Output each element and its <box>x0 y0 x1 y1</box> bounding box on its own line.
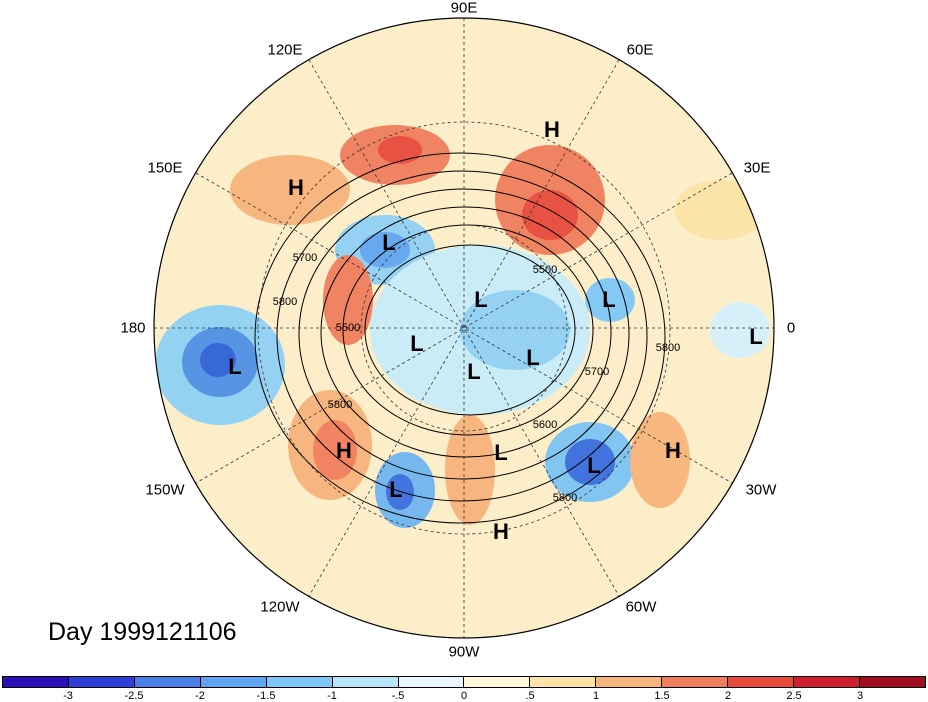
lon-label-180: 180 <box>120 319 146 337</box>
colorbar-segment <box>596 677 663 687</box>
colorbar-segment <box>68 677 135 687</box>
colorbar-tick-label: .5 <box>525 690 535 702</box>
pressure-center: L <box>526 345 540 370</box>
pressure-center: L <box>410 331 424 356</box>
map-boundary <box>153 17 775 639</box>
pressure-center: H <box>665 438 681 463</box>
colorbar-tick-label: -2.5 <box>124 690 144 702</box>
lon-label-0: 0 <box>786 319 796 337</box>
colorbar-segment <box>728 677 795 687</box>
anomaly-shading <box>155 125 770 528</box>
pressure-center: L <box>382 230 396 255</box>
colorbar-segment <box>266 677 333 687</box>
pressure-center: L <box>228 354 242 379</box>
pressure-center: H <box>336 438 352 463</box>
graticule <box>154 18 774 638</box>
lon-label-90e: 90E <box>450 0 478 17</box>
colorbar-segment <box>530 677 597 687</box>
colorbar-tick-label: -2 <box>195 690 205 702</box>
lon-label-30e: 30E <box>743 159 771 177</box>
colorbar-segment <box>134 677 201 687</box>
colorbar-segment <box>464 677 531 687</box>
lon-label-150e: 150E <box>147 159 183 177</box>
pressure-center: H <box>288 175 304 200</box>
contour-label: 5700 <box>584 366 610 378</box>
pressure-center: L <box>467 359 481 384</box>
pressure-center: L <box>389 477 403 502</box>
pressure-center: L <box>587 453 601 478</box>
colorbar-segment <box>3 677 69 687</box>
colorbar-segment <box>794 677 860 687</box>
lon-label-60e: 60E <box>626 41 654 59</box>
lon-label-150w: 150W <box>145 481 185 499</box>
contour-label: 5800 <box>327 399 353 411</box>
colorbar-segment <box>859 677 925 687</box>
contour-label: 5600 <box>532 419 558 431</box>
colorbar-tick-label: 2.5 <box>786 690 802 702</box>
colorbar-segment <box>332 677 399 687</box>
contour-label: 5500 <box>532 264 558 276</box>
colorbar-segment <box>662 677 729 687</box>
contour-label: 5500 <box>335 322 361 334</box>
colorbar-tick-label: 3 <box>856 690 864 702</box>
contour-label: 5800 <box>272 296 298 308</box>
colorbar-tick-label: 2 <box>724 690 732 702</box>
pressure-center: L <box>474 287 488 312</box>
pressure-center: H <box>493 519 509 544</box>
contour-label: 5800 <box>552 492 578 504</box>
colorbar-tick-label: 1.5 <box>654 690 670 702</box>
pressure-center: L <box>749 324 763 349</box>
colorbar-tick-label: -3 <box>63 690 73 702</box>
colorbar-tick-label: -1.5 <box>256 690 276 702</box>
lon-label-90w: 90W <box>448 643 480 661</box>
colorbar <box>2 676 926 688</box>
contour-label: 5800 <box>655 342 681 354</box>
colorbar-tick-label: -.5 <box>391 690 405 702</box>
lon-label-120w: 120W <box>260 598 300 616</box>
colorbar-tick-label: 0 <box>460 690 468 702</box>
colorbar-tick-label: -1 <box>327 690 337 702</box>
lon-label-120e: 120E <box>267 41 303 59</box>
lon-label-60w: 60W <box>625 598 657 616</box>
pressure-center: L <box>494 440 508 465</box>
colorbar-tick-label: 1 <box>592 690 600 702</box>
lon-label-30w: 30W <box>745 481 777 499</box>
map-title: Day 1999121106 <box>48 618 237 646</box>
contour-label: 5700 <box>292 252 318 264</box>
pressure-center: L <box>602 287 616 312</box>
colorbar-segment <box>398 677 465 687</box>
colorbar-segment <box>200 677 267 687</box>
pressure-center: H <box>544 117 560 142</box>
